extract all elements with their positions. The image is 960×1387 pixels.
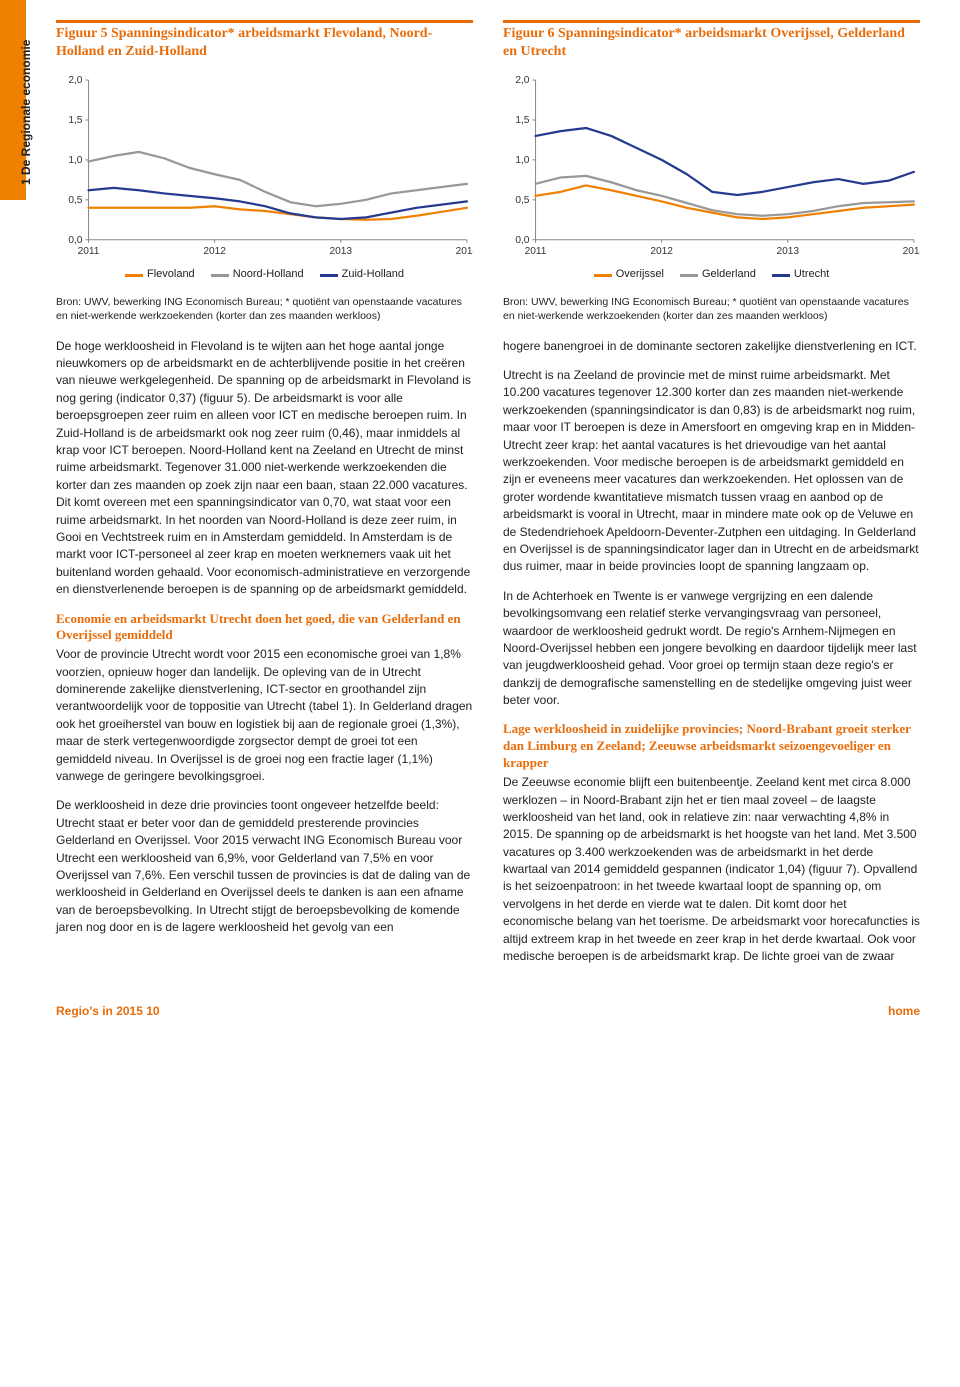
home-link[interactable]: home <box>888 1003 920 1020</box>
svg-text:2,0: 2,0 <box>515 75 529 86</box>
legend-label: Overijssel <box>616 267 664 283</box>
section-tab-label: 1 De Regionale economie <box>18 40 35 185</box>
legend-item: Overijssel <box>594 267 664 283</box>
legend-label: Flevoland <box>147 267 195 283</box>
page-indicator: Regio's in 2015 10 <box>56 1003 160 1020</box>
para: De hoge werkloosheid in Flevoland is te … <box>56 338 473 599</box>
legend-swatch <box>211 274 229 277</box>
para: hogere banengroei in de dominante sector… <box>503 338 920 355</box>
chart5-legend: Flevoland Noord-Holland Zuid-Holland <box>56 267 473 283</box>
legend-item: Zuid-Holland <box>320 267 404 283</box>
svg-text:1,0: 1,0 <box>68 155 82 166</box>
page-footer: Regio's in 2015 10 home <box>56 1003 920 1020</box>
para: Utrecht is na Zeeland de provincie met d… <box>503 367 920 576</box>
para: In de Achterhoek en Twente is er vanwege… <box>503 588 920 710</box>
svg-text:2014: 2014 <box>456 246 473 257</box>
svg-text:2011: 2011 <box>525 246 547 257</box>
chart5-title: Figuur 5 Spanningsindicator* arbeidsmark… <box>56 20 473 61</box>
svg-text:2012: 2012 <box>650 246 673 257</box>
legend-label: Zuid-Holland <box>342 267 404 283</box>
svg-text:2014: 2014 <box>903 246 920 257</box>
svg-text:2013: 2013 <box>776 246 799 257</box>
chart6: 0,0 0,5 1,0 1,5 2,0 2011 2012 2013 2014 <box>503 71 920 261</box>
left-column: Figuur 5 Spanningsindicator* arbeidsmark… <box>56 20 473 977</box>
chart5-caption: Bron: UWV, bewerking ING Economisch Bure… <box>56 295 473 323</box>
right-body: hogere banengroei in de dominante sector… <box>503 338 920 966</box>
svg-text:0,0: 0,0 <box>68 235 82 246</box>
section-heading: Economie en arbeidsmarkt Utrecht doen he… <box>56 611 473 645</box>
legend-item: Utrecht <box>772 267 829 283</box>
legend-swatch <box>594 274 612 277</box>
section-heading: Lage werkloosheid in zuidelijke provinci… <box>503 721 920 772</box>
chart6-caption: Bron: UWV, bewerking ING Economisch Bure… <box>503 295 920 323</box>
legend-swatch <box>772 274 790 277</box>
svg-text:2,0: 2,0 <box>68 75 82 86</box>
svg-text:0,0: 0,0 <box>515 235 529 246</box>
legend-label: Noord-Holland <box>233 267 304 283</box>
chart6-legend: Overijssel Gelderland Utrecht <box>503 267 920 283</box>
para: De Zeeuwse economie blijft een buitenbee… <box>503 774 920 965</box>
chart5: 0,0 0,5 1,0 1,5 2,0 2011 2012 2013 2014 <box>56 71 473 261</box>
left-body: De hoge werkloosheid in Flevoland is te … <box>56 338 473 937</box>
right-column: Figuur 6 Spanningsindicator* arbeidsmark… <box>503 20 920 977</box>
svg-text:2011: 2011 <box>78 246 100 257</box>
svg-text:0,5: 0,5 <box>515 195 529 206</box>
svg-text:2012: 2012 <box>203 246 226 257</box>
para: Voor de provincie Utrecht wordt voor 201… <box>56 646 473 785</box>
section-tab: 1 De Regionale economie <box>0 0 26 200</box>
chart6-title: Figuur 6 Spanningsindicator* arbeidsmark… <box>503 20 920 61</box>
legend-label: Utrecht <box>794 267 829 283</box>
svg-text:2013: 2013 <box>329 246 352 257</box>
legend-swatch <box>125 274 143 277</box>
para: De werkloosheid in deze drie provincies … <box>56 797 473 936</box>
svg-text:1,5: 1,5 <box>515 115 529 126</box>
legend-item: Gelderland <box>680 267 756 283</box>
legend-label: Gelderland <box>702 267 756 283</box>
svg-text:0,5: 0,5 <box>68 195 82 206</box>
svg-text:1,5: 1,5 <box>68 115 82 126</box>
legend-item: Noord-Holland <box>211 267 304 283</box>
legend-swatch <box>320 274 338 277</box>
legend-swatch <box>680 274 698 277</box>
legend-item: Flevoland <box>125 267 195 283</box>
svg-text:1,0: 1,0 <box>515 155 529 166</box>
